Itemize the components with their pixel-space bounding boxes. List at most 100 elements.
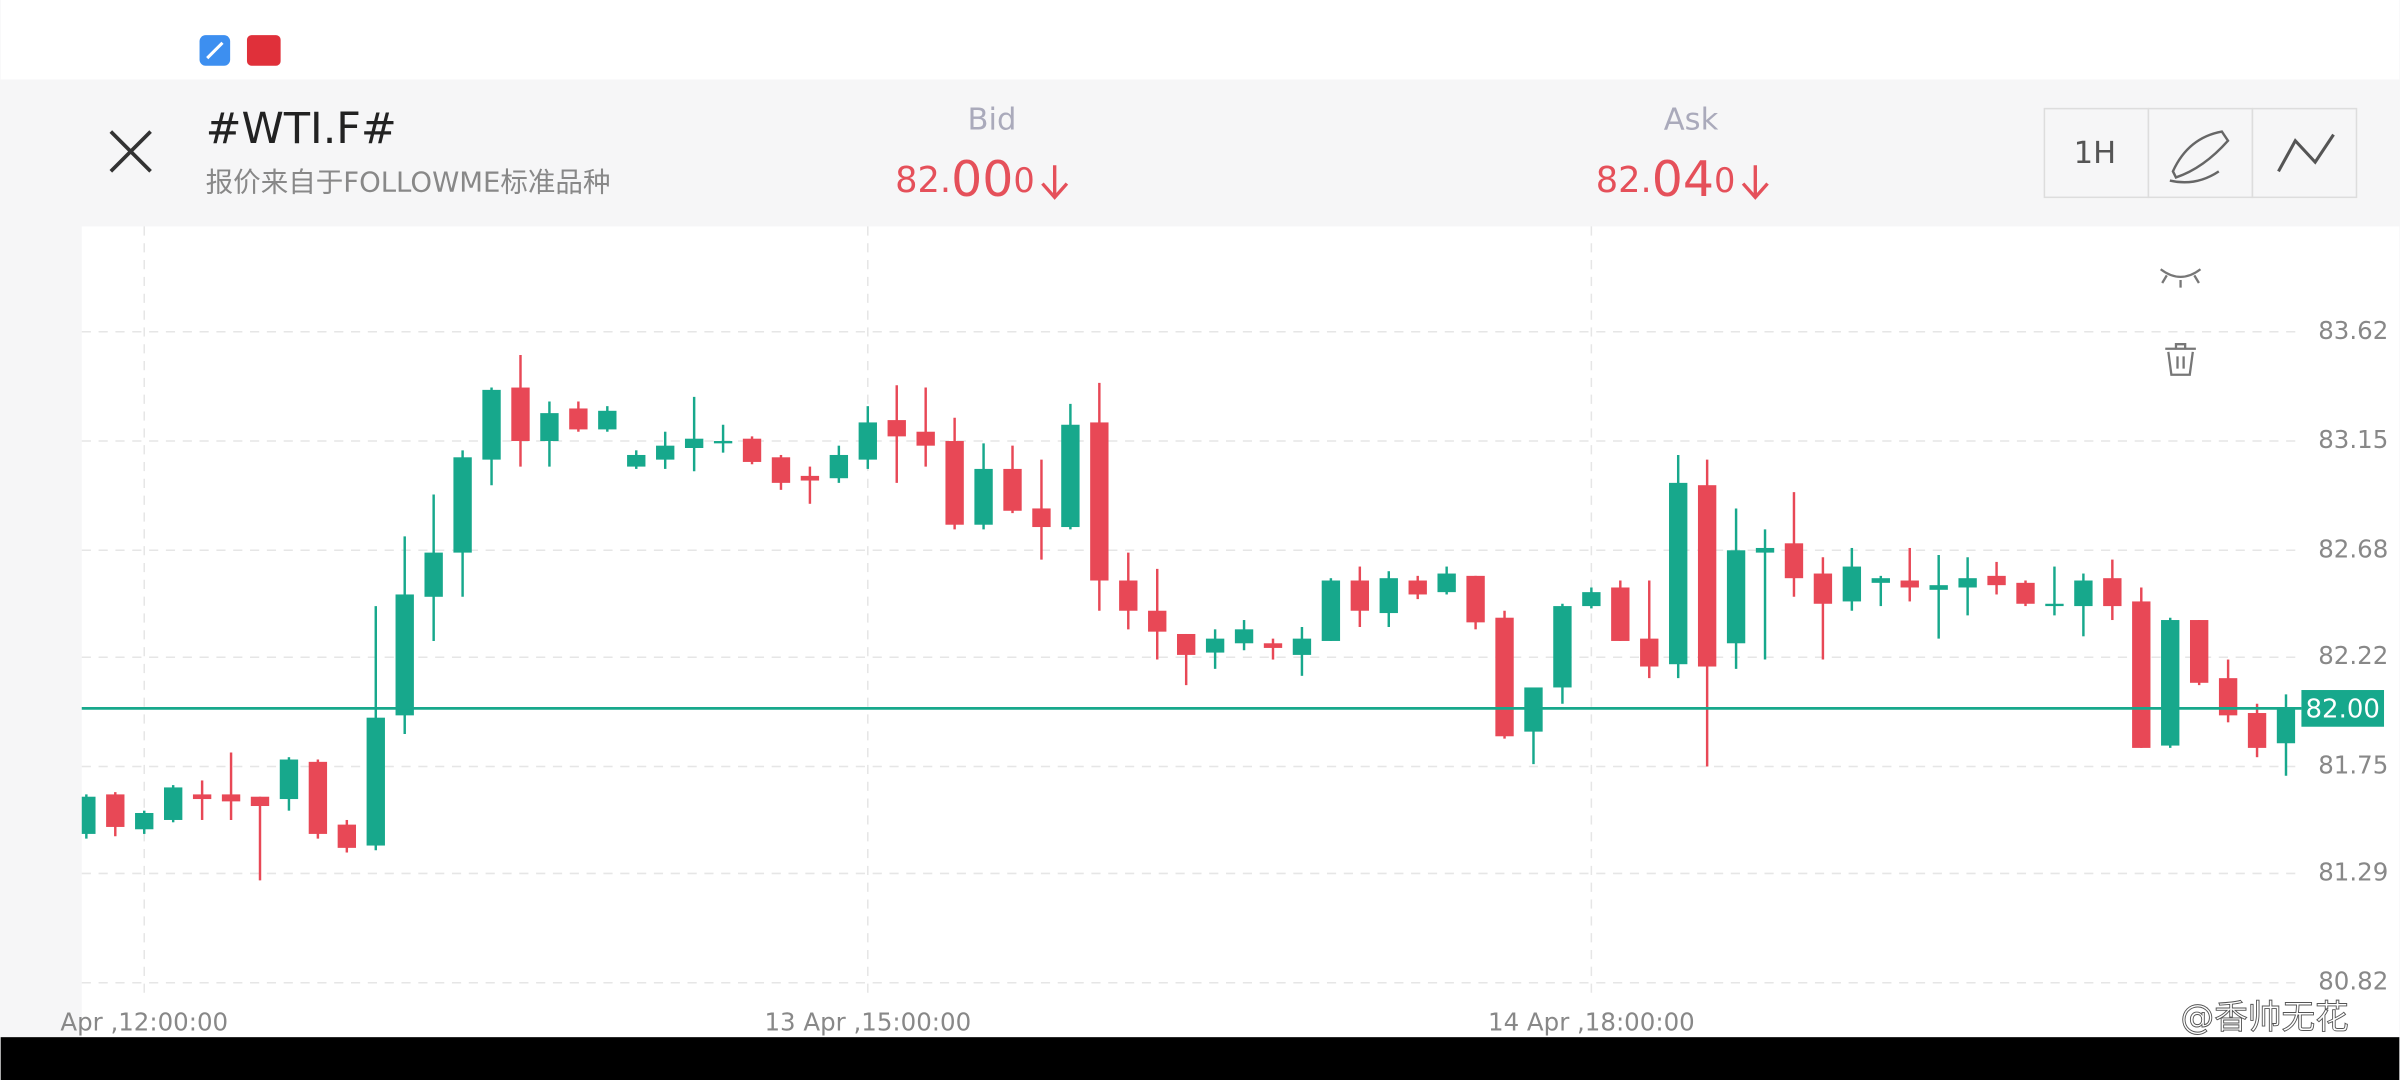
price-part: 00 [951, 151, 1013, 208]
candle-body [1176, 633, 1196, 655]
symbol-subtitle: 报价来自于FOLLOWME标准品种 [206, 167, 611, 199]
candle-body [1408, 580, 1427, 595]
candle-body [800, 475, 820, 481]
draw-icon [2169, 130, 2230, 184]
x-tick-label: 14 Apr ,18:00:00 [1488, 1007, 1695, 1036]
candle-body [2161, 620, 2180, 746]
bid-label: Bid [968, 102, 1017, 137]
candle-body [540, 413, 559, 442]
y-tick-label: 83.15 [2318, 425, 2388, 454]
candle-body [511, 387, 530, 442]
price-part: 82. [1596, 160, 1652, 201]
timeframe-label: 1H [2074, 136, 2116, 171]
candle-body [1784, 543, 1804, 579]
y-tick-label: 83.62 [2318, 316, 2388, 345]
candle-body [1119, 580, 1138, 611]
candle-body [1726, 550, 1746, 644]
candle-body [1061, 424, 1080, 528]
indicator-button[interactable] [2251, 107, 2358, 199]
candle-body [569, 408, 588, 430]
candle-body [1640, 638, 1659, 667]
watermark: @香帅无花 [2181, 997, 2349, 1036]
ask-arrow [1741, 165, 1769, 200]
candle-body [1205, 638, 1225, 653]
indicator-icon [2277, 133, 2335, 173]
candle-body [1321, 580, 1341, 641]
candle-body [887, 420, 906, 437]
candle-body [656, 445, 675, 460]
candle-body [829, 454, 849, 479]
candle-body [742, 438, 762, 462]
candle-body [106, 794, 125, 827]
candle-body [2276, 708, 2296, 744]
candle-body [1292, 638, 1312, 655]
y-tick-label: 82.68 [2318, 534, 2388, 563]
candle-body [1755, 547, 1775, 553]
candle-body [2247, 713, 2267, 748]
candle-body [974, 468, 993, 525]
candle-body [1495, 617, 1514, 737]
candle-body [1437, 573, 1456, 593]
candle-body [713, 441, 733, 444]
candle-body [135, 812, 154, 830]
y-tick-label: 82.22 [2318, 641, 2388, 670]
candle-body [2132, 601, 2151, 748]
price-part: 0 [1013, 161, 1034, 200]
candle-body [684, 438, 704, 448]
toolbar: 1H [2043, 107, 2358, 199]
price-part: 82. [895, 160, 951, 201]
candle-body [1032, 508, 1051, 528]
candle-body [2218, 678, 2238, 716]
candle-body [2016, 582, 2035, 604]
candle-body [598, 410, 617, 430]
delete-icon[interactable] [2165, 343, 2196, 376]
candle-body [1958, 578, 1977, 588]
candle-body [627, 454, 646, 467]
candle-body [163, 787, 183, 820]
candle-body [1987, 575, 2006, 586]
candle-body [337, 824, 357, 848]
candle-body [945, 441, 964, 525]
bid-arrow [1041, 165, 1069, 200]
hide-icon[interactable] [2159, 268, 2202, 288]
price-part: 0 [1714, 161, 1735, 200]
nav-bar [0, 1037, 2400, 1080]
candle-body [2189, 620, 2209, 683]
symbol-title: #WTI.F# [206, 104, 397, 154]
candle-body [2103, 578, 2122, 607]
candle-body [482, 389, 501, 460]
candle-body [279, 759, 299, 800]
ask-label: Ask [1664, 102, 1719, 137]
draw-button[interactable] [2147, 107, 2254, 199]
y-tick-label: 81.75 [2318, 750, 2388, 779]
candle-body [771, 457, 791, 483]
candle-body [1003, 468, 1022, 511]
candle-body [1929, 585, 1948, 590]
y-tick-label: 80.82 [2318, 967, 2388, 996]
candle-body [1350, 580, 1370, 611]
ask-price: 82.040 [1596, 151, 1736, 208]
candle-body [1813, 573, 1833, 604]
candle-body [1871, 578, 1890, 583]
candle-body [1466, 575, 1485, 623]
y-tick-label: 81.29 [2318, 857, 2388, 886]
candle-body [1234, 629, 1254, 644]
candle-body [308, 761, 328, 834]
candle-body [81, 796, 96, 834]
candles [81, 355, 2296, 881]
candle-body [1379, 578, 1398, 614]
candle-body [424, 552, 443, 597]
app-icon-glyph [206, 41, 224, 60]
header-bar [0, 79, 2400, 227]
candle-body [916, 431, 935, 446]
close-button[interactable] [109, 130, 152, 173]
candle-body [1697, 485, 1717, 667]
candle-body [192, 794, 212, 800]
candle-body [1611, 587, 1630, 641]
status-bar [0, 0, 2400, 80]
candle-body [221, 794, 241, 802]
candle-body [1148, 610, 1167, 632]
x-tick-label: 13 Apr ,15:00:00 [764, 1007, 971, 1036]
candle-body [2074, 580, 2093, 607]
candle-body [1582, 592, 1601, 607]
